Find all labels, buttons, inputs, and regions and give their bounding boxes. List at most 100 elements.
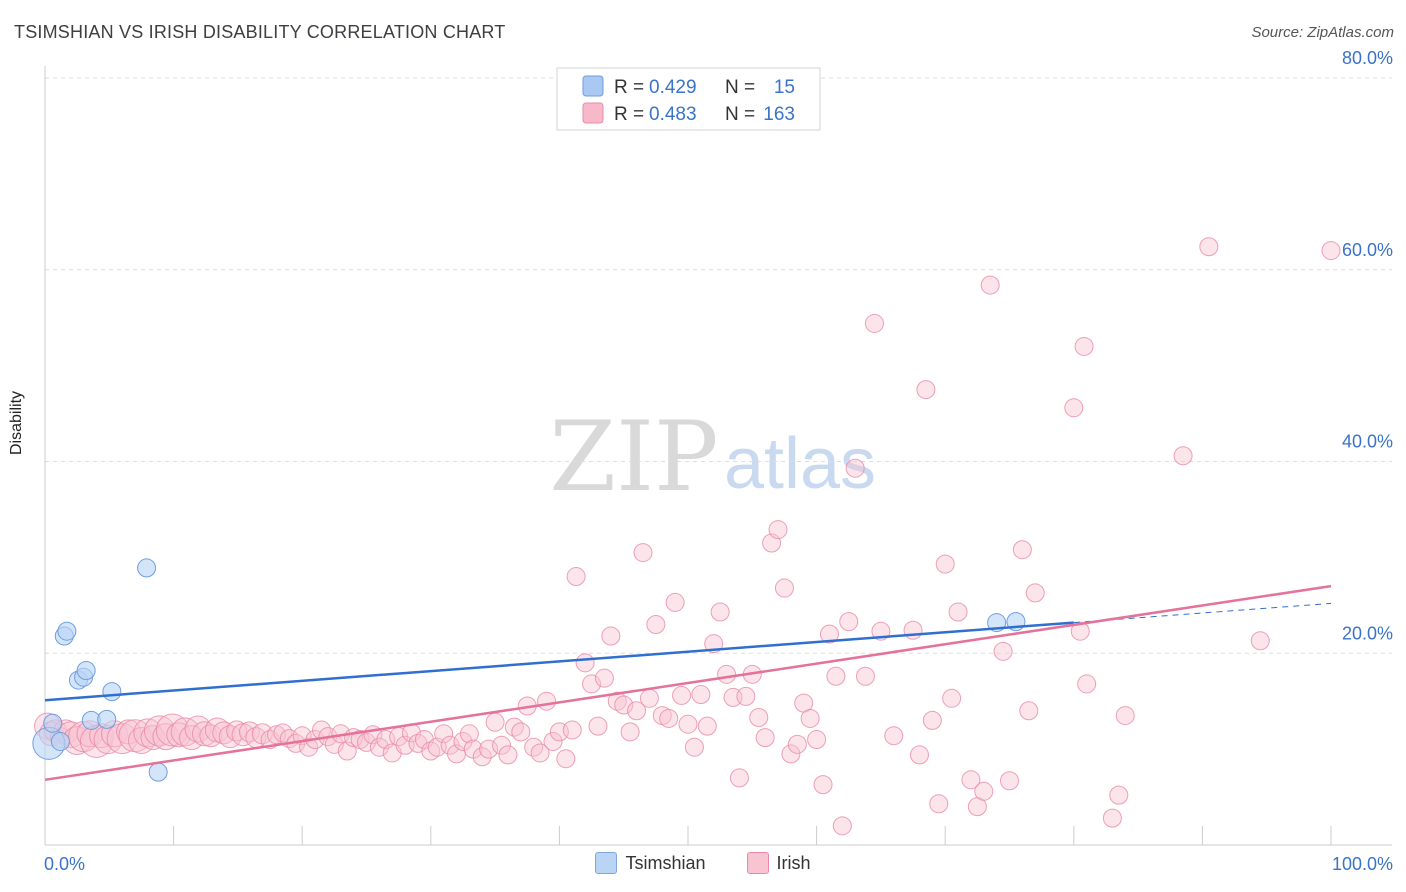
irish-point xyxy=(646,614,666,634)
irish-point xyxy=(1199,237,1219,257)
irish-point xyxy=(684,737,704,757)
irish-point xyxy=(1173,446,1193,466)
legend-r-value: 0.429 xyxy=(649,77,697,98)
legend-box-swatch xyxy=(582,102,604,124)
irish-point xyxy=(575,653,595,673)
irish-point xyxy=(819,624,839,644)
irish-point xyxy=(832,816,852,836)
legend-label-tsimshian: Tsimshian xyxy=(625,852,706,873)
irish-point xyxy=(594,668,614,688)
irish-point xyxy=(498,745,518,765)
irish-point xyxy=(543,731,563,751)
chart-title: TSIMSHIAN VS IRISH DISABILITY CORRELATIO… xyxy=(14,22,506,42)
irish-point xyxy=(665,592,685,612)
irish-point xyxy=(800,708,820,728)
irish-point xyxy=(369,737,389,757)
chart-source: Source: ZipAtlas.com xyxy=(1251,24,1394,41)
irish-point xyxy=(582,674,602,694)
irish-point xyxy=(916,380,936,400)
irish-point xyxy=(736,686,756,706)
tsimshian-point xyxy=(148,762,168,782)
irish-point xyxy=(1109,785,1129,805)
irish-point xyxy=(472,747,492,767)
irish-point xyxy=(855,666,875,686)
irish-point xyxy=(710,602,730,622)
irish-point xyxy=(787,734,807,754)
irish-point xyxy=(749,707,769,727)
y-tick-label: 40.0% xyxy=(1342,432,1393,452)
legend-r-value: 0.483 xyxy=(649,104,697,125)
irish-point xyxy=(993,641,1013,661)
irish-point xyxy=(839,612,859,632)
irish-point xyxy=(566,567,586,587)
irish-point xyxy=(434,724,454,744)
irish-point xyxy=(826,666,846,686)
irish-point xyxy=(697,716,717,736)
irish-point xyxy=(935,554,955,574)
irish-point xyxy=(1102,808,1122,828)
x-tick-label: 0.0% xyxy=(44,854,85,874)
tsimshian-point xyxy=(57,621,77,641)
irish-point xyxy=(807,730,827,750)
irish-point xyxy=(755,728,775,748)
legend-n-value: 15 xyxy=(774,77,795,98)
legend-r-label: R = xyxy=(614,77,644,98)
irish-point xyxy=(155,713,189,747)
tsimshian-point xyxy=(97,709,117,729)
irish-point xyxy=(620,722,640,742)
irish-point xyxy=(601,626,621,646)
irish-point xyxy=(1000,771,1019,791)
tsimshian-trend-extension xyxy=(1073,602,1332,624)
irish-point xyxy=(479,739,499,759)
tsimshian-point xyxy=(102,682,122,702)
legend-swatch-irish xyxy=(746,852,769,874)
irish-point xyxy=(691,684,711,704)
irish-point xyxy=(1064,398,1084,418)
irish-point xyxy=(845,458,865,478)
irish-point xyxy=(717,664,737,684)
irish-point xyxy=(639,688,659,708)
y-tick-label: 20.0% xyxy=(1342,623,1393,643)
tsimshian-point xyxy=(76,661,96,681)
irish-point xyxy=(530,743,550,763)
watermark-zip: ZIP xyxy=(549,401,718,513)
irish-point xyxy=(1077,674,1097,694)
irish-point xyxy=(492,735,512,755)
irish-point xyxy=(627,701,647,721)
legend-item-tsimshian[interactable]: Tsimshian xyxy=(595,852,706,874)
irish-point xyxy=(980,275,1000,295)
tsimshian-point xyxy=(50,731,70,751)
irish-point xyxy=(659,708,679,728)
legend-r-label: R = xyxy=(614,104,644,125)
irish-point xyxy=(781,744,801,764)
irish-point xyxy=(922,710,942,730)
watermark-atlas: atlas xyxy=(724,424,876,504)
irish-trend-line xyxy=(44,584,1332,782)
irish-point xyxy=(974,781,994,801)
legend-n-label: N = xyxy=(725,104,755,125)
irish-point xyxy=(1074,336,1094,356)
tsimshian-point xyxy=(43,713,63,733)
legend-box-swatch xyxy=(582,75,604,97)
irish-point xyxy=(942,688,962,708)
irish-point xyxy=(152,723,180,751)
irish-point xyxy=(1115,706,1135,726)
irish-point xyxy=(768,520,788,540)
legend-item-irish[interactable]: Irish xyxy=(746,852,811,874)
irish-point xyxy=(678,714,698,734)
irish-point xyxy=(453,731,473,751)
irish-point xyxy=(459,724,479,744)
y-tick-label: 80.0% xyxy=(1342,48,1393,68)
irish-point xyxy=(633,543,653,563)
irish-point xyxy=(562,720,582,740)
irish-point xyxy=(948,602,968,622)
irish-point xyxy=(929,794,949,814)
irish-point xyxy=(864,313,884,333)
irish-point xyxy=(485,712,505,732)
irish-point xyxy=(588,716,608,736)
tsimshian-trend-line xyxy=(44,621,1074,702)
irish-point xyxy=(672,685,692,705)
tsimshian-point xyxy=(137,558,157,578)
legend-n-value: 163 xyxy=(763,104,795,125)
irish-point xyxy=(184,715,212,743)
